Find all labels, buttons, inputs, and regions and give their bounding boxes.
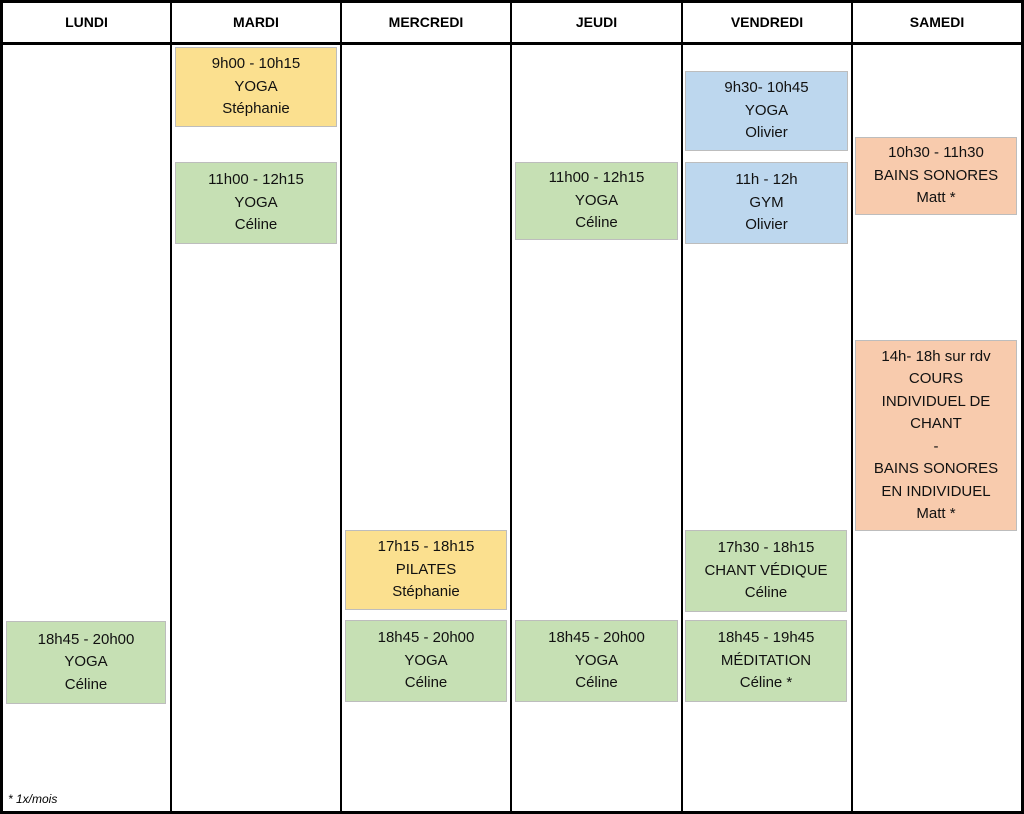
- event-time: 18h45 - 19h45: [717, 629, 815, 647]
- event-vendredi-yoga[interactable]: 9h30- 10h45 YOGA Olivier: [685, 71, 848, 151]
- event-time: 11h - 12h: [735, 171, 798, 189]
- event-time: 11h00 - 12h15: [548, 169, 645, 187]
- event-teacher: Olivier: [745, 124, 788, 142]
- event-teacher: Céline: [64, 675, 108, 693]
- day-header-mercredi: MERCREDI: [388, 14, 464, 30]
- footnote: * 1x/mois: [8, 792, 58, 806]
- event-line: INDIVIDUEL DE: [881, 392, 991, 410]
- event-time: 11h00 - 12h15: [208, 171, 304, 189]
- event-time: 10h30 - 11h30: [888, 144, 984, 162]
- column-divider: [170, 0, 172, 814]
- event-activity: GYM: [749, 193, 784, 211]
- event-activity: YOGA: [744, 101, 789, 119]
- event-lundi-yoga-evening[interactable]: 18h45 - 20h00 YOGA Céline: [6, 621, 166, 704]
- event-mercredi-pilates[interactable]: 17h15 - 18h15 PILATES Stéphanie: [345, 530, 507, 610]
- event-vendredi-chant-vedique[interactable]: 17h30 - 18h15 CHANT VÉDIQUE Céline: [685, 530, 847, 612]
- event-jeudi-yoga-evening[interactable]: 18h45 - 20h00 YOGA Céline: [515, 620, 678, 702]
- event-time: 14h- 18h sur rdv: [881, 347, 991, 365]
- event-teacher: Céline: [575, 214, 618, 232]
- event-activity: YOGA: [574, 191, 619, 209]
- day-header-jeudi: JEUDI: [575, 14, 618, 30]
- header-separator: [0, 42, 1024, 45]
- day-header-vendredi: VENDREDI: [730, 14, 804, 30]
- event-line: COURS: [908, 370, 964, 387]
- event-mardi-yoga-midday[interactable]: 11h00 - 12h15 YOGA Céline: [175, 162, 337, 244]
- event-time: 17h30 - 18h15: [717, 539, 815, 557]
- event-activity: CHANT VÉDIQUE: [704, 561, 828, 579]
- event-teacher: Matt *: [916, 189, 956, 207]
- event-teacher: Olivier: [745, 216, 788, 234]
- event-activity: MÉDITATION: [720, 651, 812, 669]
- event-activity: PILATES: [395, 560, 457, 578]
- column-divider: [681, 0, 683, 814]
- event-time: 9h00 - 10h15: [211, 55, 301, 73]
- event-teacher: Stéphanie: [392, 583, 460, 601]
- event-teacher: Céline: [744, 584, 788, 602]
- event-line: EN INDIVIDUEL: [881, 482, 991, 500]
- event-teacher: Céline *: [739, 674, 793, 692]
- event-teacher: Céline: [575, 674, 618, 692]
- event-separator: -: [933, 437, 939, 455]
- column-divider: [510, 0, 512, 814]
- event-activity: YOGA: [64, 653, 108, 671]
- event-time: 18h45 - 20h00: [377, 629, 475, 647]
- event-activity: YOGA: [234, 77, 278, 95]
- event-time: 17h15 - 18h15: [377, 538, 475, 556]
- event-mercredi-yoga-evening[interactable]: 18h45 - 20h00 YOGA Céline: [345, 620, 507, 702]
- event-vendredi-gym[interactable]: 11h - 12h GYM Olivier: [685, 162, 848, 244]
- event-teacher: Céline: [234, 216, 278, 234]
- column-divider: [340, 0, 342, 814]
- day-header-samedi: SAMEDI: [909, 14, 965, 30]
- event-teacher: Matt *: [916, 505, 956, 522]
- event-time: 9h30- 10h45: [724, 79, 809, 97]
- event-teacher: Céline: [404, 674, 448, 692]
- event-mardi-yoga-morning[interactable]: 9h00 - 10h15 YOGA Stéphanie: [175, 47, 337, 127]
- event-activity: BAINS SONORES: [873, 166, 999, 184]
- event-activity: YOGA: [234, 193, 278, 211]
- event-activity: YOGA: [404, 651, 448, 669]
- day-header-lundi: LUNDI: [65, 14, 108, 30]
- event-samedi-cours-individuel[interactable]: 14h- 18h sur rdv COURS INDIVIDUEL DE CHA…: [855, 340, 1017, 531]
- event-samedi-bains-sonores[interactable]: 10h30 - 11h30 BAINS SONORES Matt *: [855, 137, 1017, 215]
- event-jeudi-yoga-midday[interactable]: 11h00 - 12h15 YOGA Céline: [515, 162, 678, 240]
- event-teacher: Stéphanie: [222, 100, 290, 118]
- event-time: 18h45 - 20h00: [548, 629, 645, 647]
- event-activity: YOGA: [574, 651, 619, 669]
- event-line: BAINS SONORES: [873, 460, 999, 477]
- column-divider: [851, 0, 853, 814]
- event-vendredi-meditation[interactable]: 18h45 - 19h45 MÉDITATION Céline *: [685, 620, 847, 702]
- event-time: 18h45 - 20h00: [37, 630, 135, 648]
- event-line: CHANT: [910, 415, 962, 432]
- day-header-mardi: MARDI: [233, 14, 279, 30]
